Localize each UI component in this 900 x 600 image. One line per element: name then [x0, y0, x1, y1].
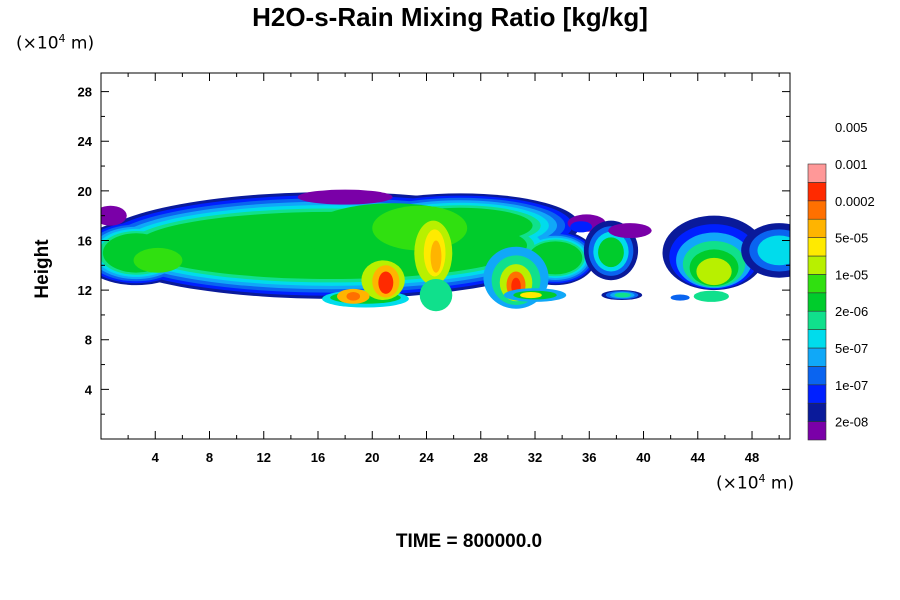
x-tick-label: 40	[636, 450, 650, 465]
core-24-c	[430, 240, 442, 273]
colorbar-swatch	[807, 384, 827, 404]
x-tick-label: 8	[206, 450, 213, 465]
base-24	[419, 278, 453, 312]
inner-c	[133, 247, 183, 273]
x-tick-label: 32	[528, 450, 542, 465]
colorbar-swatch	[807, 163, 827, 183]
small-43	[670, 294, 690, 301]
colorbar-swatch	[807, 218, 827, 238]
colorbar-swatch	[807, 292, 827, 312]
wisp-39	[608, 223, 652, 239]
y-tick-label: 28	[78, 85, 92, 100]
colorbar-swatch	[807, 255, 827, 275]
purple-fringe-left	[101, 205, 127, 226]
tail-30-c	[520, 291, 542, 299]
x-tick-label: 20	[365, 450, 379, 465]
colorbar-swatch	[807, 329, 827, 349]
y-tick-label: 4	[85, 382, 93, 397]
y-tick-label: 20	[78, 184, 92, 199]
right-edge	[757, 235, 790, 266]
time-label: TIME = 800000.0	[395, 531, 543, 552]
colorbar-swatch	[807, 421, 827, 441]
x-unit-label: (×104 m)	[716, 472, 795, 494]
colorbar-swatch	[807, 310, 827, 330]
contour-field	[101, 189, 790, 312]
colorbar-label: 0.0002	[835, 194, 875, 209]
x-tick-label: 12	[257, 450, 271, 465]
small-38	[614, 292, 631, 298]
colorbar-label: 0.001	[835, 157, 868, 172]
inner-d	[206, 229, 267, 265]
core-20-c	[378, 271, 394, 294]
colorbar-label: 2e-08	[835, 415, 868, 430]
cell-38	[598, 237, 624, 268]
purple-fringe-top	[297, 189, 393, 205]
x-tick-label: 36	[582, 450, 596, 465]
y-tick-label: 12	[78, 283, 92, 298]
colorbar-label: 5e-05	[835, 231, 868, 246]
colorbar-swatch	[807, 402, 827, 422]
base-45	[693, 290, 729, 302]
chart-title: H2O-s-Rain Mixing Ratio [kg/kg]	[252, 2, 648, 32]
x-tick-label: 16	[311, 450, 325, 465]
x-tick-label: 28	[474, 450, 488, 465]
colorbar-label: 1e-07	[835, 378, 868, 393]
y-tick-label: 8	[85, 333, 92, 348]
core-19-b	[346, 291, 361, 301]
colorbar: 2e-08 1e-07 5e-07 2e-06 1e-05 5e-05 0.0002 0.00…	[807, 120, 875, 441]
y-tick-label: 16	[78, 233, 92, 248]
colorbar-label: 2e-06	[835, 304, 868, 319]
colorbar-swatch	[807, 237, 827, 257]
colorbar-label: 5e-07	[835, 341, 868, 356]
colorbar-label: 0.005	[835, 120, 868, 135]
colorbar-swatch	[807, 182, 827, 202]
wisp-35-b	[570, 221, 592, 233]
y-unit-label: (×104 m)	[16, 32, 95, 54]
y-tick-label: 24	[78, 134, 93, 149]
colorbar-label: 1e-05	[835, 267, 868, 282]
colorbar-swatch	[807, 347, 827, 367]
plot-frame	[100, 72, 791, 440]
x-tick-label: 4	[152, 450, 160, 465]
x-tick-label: 44	[691, 450, 706, 465]
colorbar-swatch	[807, 366, 827, 386]
colorbar-swatch	[807, 274, 827, 294]
x-tick-label: 48	[745, 450, 759, 465]
cell-45	[696, 257, 732, 286]
colorbar-swatch	[807, 200, 827, 220]
x-tick-label: 24	[419, 450, 434, 465]
